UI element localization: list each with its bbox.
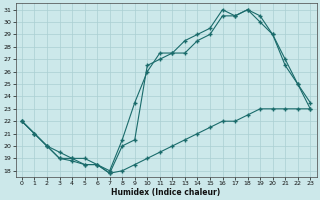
X-axis label: Humidex (Indice chaleur): Humidex (Indice chaleur) xyxy=(111,188,221,197)
